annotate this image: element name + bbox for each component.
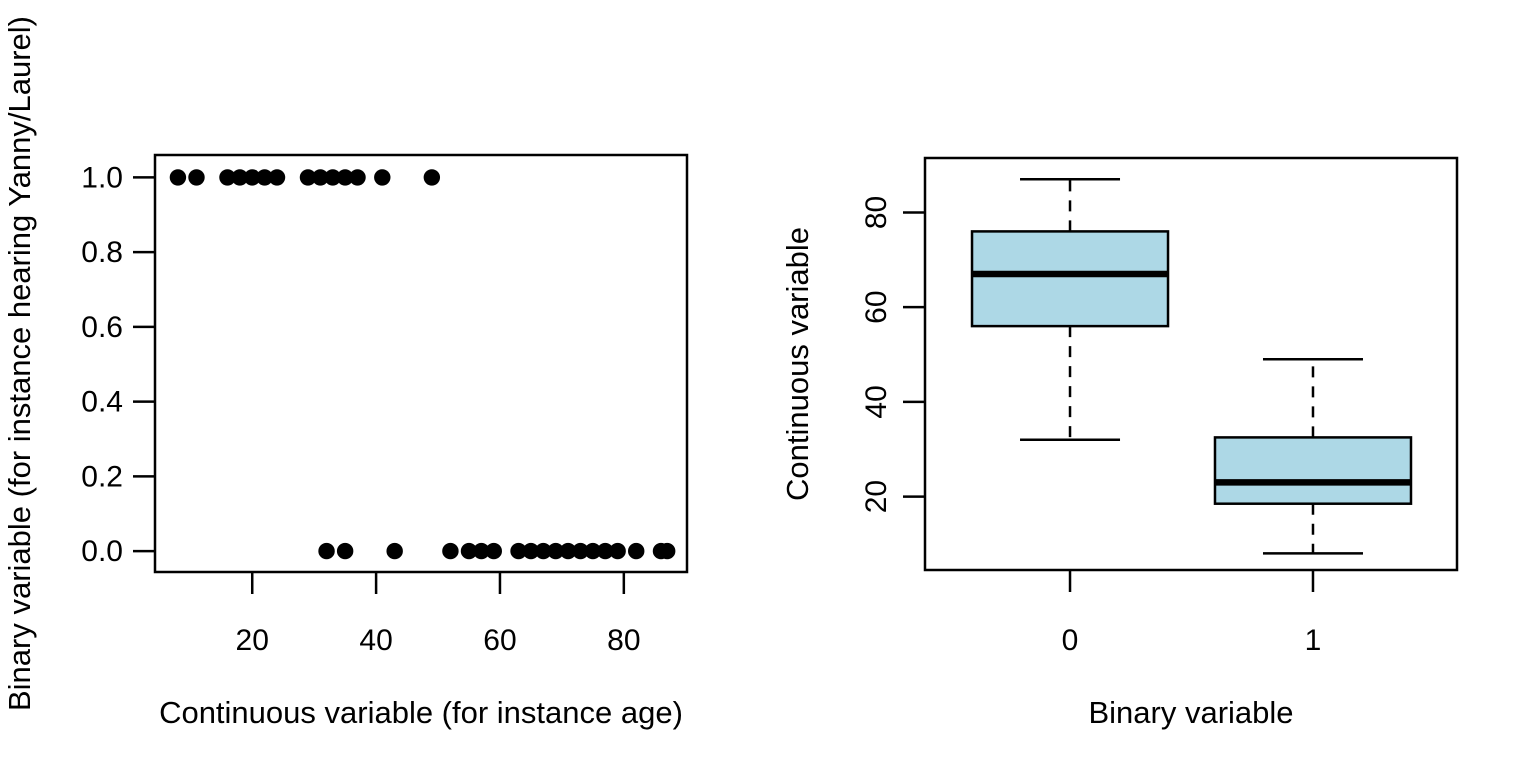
data-point [336, 542, 354, 560]
box-group [970, 178, 1170, 442]
y-tick-label: 60 [860, 290, 893, 323]
data-point [268, 169, 286, 186]
y-tick-label: 0.6 [81, 311, 123, 344]
data-point [231, 169, 249, 186]
data-point [535, 542, 552, 560]
data-point [386, 542, 403, 560]
y-axis-label: Binary variable (for instance hearing Ya… [2, 16, 37, 711]
x-tick-label: 80 [607, 624, 640, 657]
data-point [374, 169, 391, 186]
scatter-panel: 20 40 60 80 0.0 0.2 0.4 0.6 0.8 1.0 Continuous var… [2, 16, 689, 730]
data-point [188, 169, 205, 186]
x-tick-label: 60 [483, 624, 516, 657]
scatter-plot: 20 40 60 80 0.0 0.2 0.4 0.6 0.8 1.0 Continuous var… [2, 16, 689, 730]
y-axis-label: Continuous variable [780, 227, 815, 501]
y-tick-label: 0.4 [81, 386, 123, 419]
y-tick-label: 0.0 [81, 535, 123, 568]
data-point [572, 542, 589, 560]
data-point [312, 169, 329, 186]
data-point [336, 169, 354, 186]
data-point [256, 169, 273, 186]
data-point [219, 169, 236, 186]
data-point [473, 542, 490, 560]
scatter-series [169, 169, 441, 186]
plot-border [923, 156, 1459, 572]
y-tick-label: 0.8 [81, 236, 123, 269]
data-point [510, 542, 527, 560]
plot-border [153, 153, 689, 574]
data-point [609, 542, 626, 560]
iqr-box [970, 230, 1170, 328]
data-point [244, 169, 261, 186]
x-tick-label: 20 [236, 624, 269, 657]
x-tick-label: 1 [1305, 624, 1322, 657]
y-tick-label: 0.2 [81, 460, 123, 493]
data-point [628, 542, 645, 560]
data-point [460, 542, 478, 560]
data-point [597, 542, 614, 560]
data-point [522, 542, 540, 560]
box-group [1213, 358, 1413, 555]
y-tick-label: 80 [860, 196, 893, 229]
data-point [559, 542, 577, 560]
scatter-series [318, 542, 676, 560]
data-point [299, 169, 317, 186]
x-axis-label: Continuous variable (for instance age) [159, 695, 683, 730]
data-point [324, 169, 341, 186]
boxplot-panel: 20 40 60 80 0 1 Binary variable Continuous vari… [768, 0, 1536, 768]
x-axis-label: Binary variable [1088, 695, 1293, 730]
data-point [423, 169, 441, 186]
x-tick-label: 0 [1062, 624, 1079, 657]
y-tick-label: 40 [860, 385, 893, 418]
iqr-box [1213, 436, 1413, 505]
data-point [442, 542, 459, 560]
data-point [547, 542, 564, 560]
y-tick-label: 20 [860, 480, 893, 513]
data-point [318, 542, 335, 560]
data-point [584, 542, 602, 560]
box-plot: 20 40 60 80 0 1 Binary variable Continuous vari… [780, 156, 1459, 730]
data-point [658, 542, 676, 560]
data-point [169, 169, 187, 186]
data-point [485, 542, 502, 560]
y-tick-label: 1.0 [81, 161, 123, 194]
x-tick-label: 40 [359, 624, 392, 657]
data-point [349, 169, 366, 186]
